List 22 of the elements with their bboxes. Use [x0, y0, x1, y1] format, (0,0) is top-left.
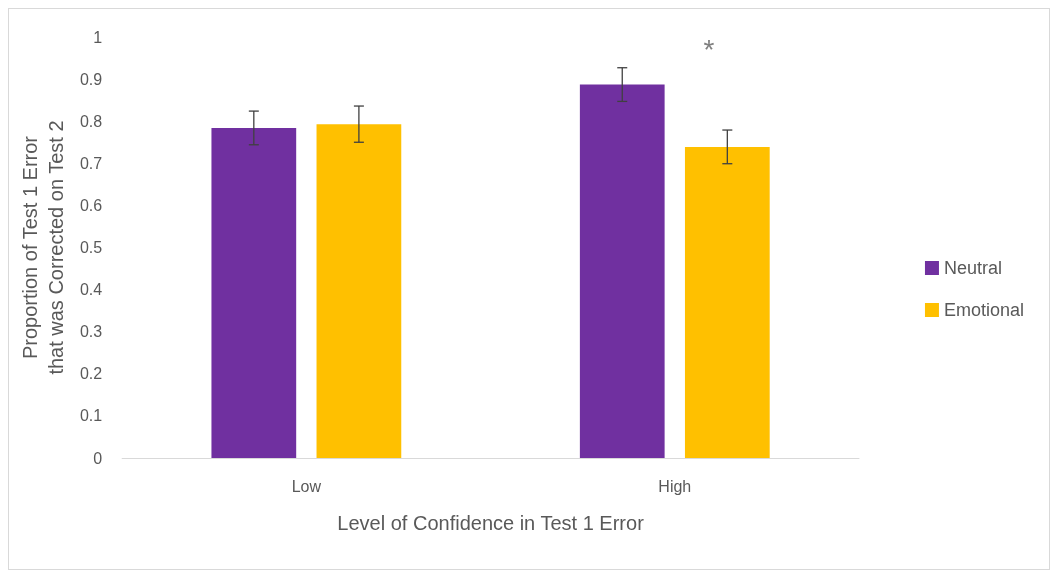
y-tick-label: 0.6 [79, 196, 103, 214]
x-axis-title: Level of Confidence in Test 1 Error [337, 512, 645, 534]
bar [316, 124, 402, 458]
y-tick-label: 0.9 [79, 70, 103, 88]
y-tick-label: 0.3 [79, 323, 103, 341]
legend-label: Neutral [943, 258, 1002, 278]
bar [211, 127, 297, 458]
x-tick-label: Low [291, 477, 322, 495]
y-tick-label: 0.7 [79, 154, 103, 172]
y-tick-label: 0.8 [79, 112, 103, 130]
bar [579, 84, 665, 458]
y-tick-label: 0.1 [79, 407, 103, 425]
y-tick-label: 0.5 [79, 239, 103, 256]
legend-label: Emotional [943, 300, 1024, 320]
y-tick-label: 1 [93, 28, 103, 46]
y-axis-title: Proportion of Test 1 Error that was Corrected on Test 2 [19, 120, 67, 375]
y-tick-label: 0.2 [79, 365, 103, 383]
bar [684, 146, 770, 458]
annotation: * [703, 33, 715, 65]
y-tick-label: 0 [93, 449, 103, 467]
x-tick-label: High [658, 477, 692, 495]
y-tick-label: 0.4 [79, 281, 103, 299]
